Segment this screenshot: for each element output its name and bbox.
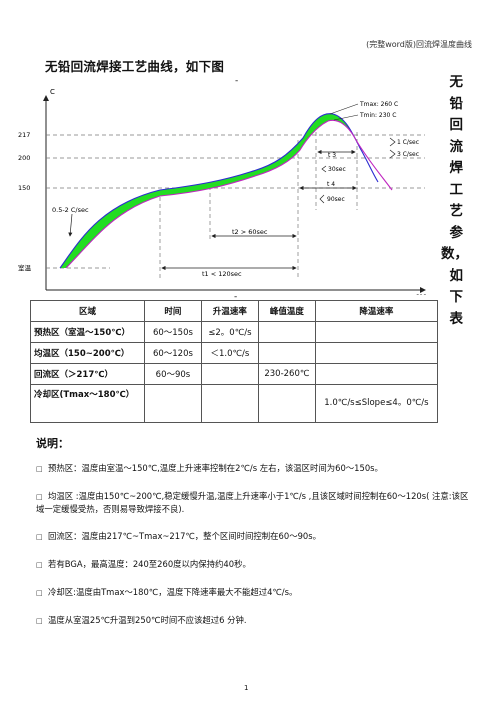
cool-rate-cell	[314, 342, 439, 364]
side-text-line: 铅回	[449, 95, 464, 134]
time-cell	[143, 384, 202, 423]
side-text-line: 表	[449, 310, 464, 327]
peak-temp-cell	[257, 384, 316, 423]
note-item: □ 回流区：温度由217℃~Tmax~217℃，整个区间时间控制在60～90s。	[36, 530, 476, 543]
time-cell: 60～150s	[143, 321, 202, 343]
side-text-line: 参	[449, 224, 464, 241]
t3-bracket	[321, 165, 327, 173]
y-unit-label: C	[50, 88, 55, 96]
note-item: □ 均温区 :温度由150℃~200℃,稳定缓慢升温,温度上升速率小于1℃/s ,…	[36, 490, 476, 515]
tmax-label-box	[358, 100, 406, 120]
header-ramp-rate: 升温速率	[200, 300, 259, 322]
cool-rate-1-bracket	[389, 137, 396, 147]
t4-bracket	[319, 194, 325, 204]
bullet-icon: □	[36, 589, 43, 597]
note-item: □ 若有BGA，最高温度：240至260度以内保持约40秒。	[36, 558, 476, 571]
x-unit-label: sec	[416, 293, 426, 295]
page-title: 无铅回流焊接工艺曲线，如下图	[45, 59, 225, 74]
bullet-icon: □	[36, 465, 43, 473]
tmax-label: Tmax: 260 C	[359, 101, 398, 108]
table-row: 预热区（室温～150℃） 60～150s ≤2。0℃/s	[30, 321, 439, 343]
bullet-icon: □	[36, 493, 43, 501]
t4-label: t 4	[327, 181, 335, 188]
table-row: 冷却区(Tmax～180℃） 1.0℃/s≤Slope≤4。0℃/s	[30, 384, 439, 423]
ramp-rate-cell: ＜1.0℃/s	[200, 342, 259, 364]
y-tick-217: 217	[18, 131, 30, 139]
note-item: □ 温度从室温25℃升温到250℃时间不应该超过6 分钟.	[36, 614, 476, 627]
bullet-icon: □	[36, 533, 43, 541]
separator-mark: -	[235, 76, 239, 86]
ramp-rate-pointer	[68, 213, 73, 237]
table-header-row: 区域 时间 升温速率 峰值温度 降温速率	[30, 300, 439, 322]
ramp-rate-cell	[200, 384, 259, 423]
y-tick-200: 200	[18, 154, 30, 162]
reflow-profile-chart: C sec 217 200 150 室温 0.5-2 C/sec Tmax: 2…	[18, 88, 426, 295]
cool-rate-cell	[314, 321, 439, 343]
time-cell: 60～90s	[143, 363, 202, 385]
bullet-icon: □	[36, 617, 43, 625]
t1-label: t1 < 120sec	[202, 270, 242, 278]
tmin-pointer	[333, 114, 359, 121]
peak-temp-cell	[257, 342, 316, 364]
cool-rate-cell	[314, 363, 439, 385]
note-text: 预热区：温度由室温～150℃,温度上升速率控制在2℃/s 左右，该温区时间为60…	[48, 463, 383, 473]
separator-mark: -	[234, 292, 238, 302]
cool-rate-3-label: 3 C/sec	[397, 151, 419, 158]
y-tick-150: 150	[18, 184, 30, 192]
notes-section: 说明： □ 预热区：温度由室温～150℃,温度上升速率控制在2℃/s 左右，该温区…	[36, 438, 476, 642]
time-cell: 60～120s	[143, 342, 202, 364]
cool-rate-1-label: 1 C/sec	[397, 139, 419, 146]
document-header: (完整word版)回流焊温度曲线	[366, 40, 472, 49]
note-text: 回流区：温度由217℃~Tmax~217℃，整个区间时间控制在60～90s。	[48, 531, 321, 541]
profile-curve-lower	[65, 119, 393, 269]
side-text-line: 流焊	[449, 138, 464, 177]
zone-cell: 预热区（室温～150℃）	[30, 321, 145, 343]
zone-cell: 冷却区(Tmax～180℃）	[30, 384, 145, 423]
tmax-pointer	[329, 103, 359, 115]
y-tick-room: 室温	[18, 263, 32, 272]
zone-cell: 均温区（150~200℃）	[30, 342, 145, 364]
side-text-line: 如下	[449, 267, 464, 306]
header-peak-temp: 峰值温度	[257, 300, 316, 322]
side-text-line: 数，	[441, 246, 468, 262]
t2-label: t2 > 60sec	[232, 228, 268, 236]
header-time: 时间	[143, 300, 202, 322]
note-text: 若有BGA，最高温度：240至260度以内保持约40秒。	[48, 559, 251, 569]
cool-rate-3-bracket	[389, 149, 396, 159]
tmin-label: Tmin: 230 C	[359, 112, 396, 119]
side-text-line: 工艺	[449, 181, 464, 220]
ramp-rate-cell	[200, 363, 259, 385]
note-text: 冷却区:温度由Tmax～180℃，温度下降速率最大不能超过4℃/s。	[48, 587, 298, 597]
table-row: 均温区（150~200℃） 60～120s ＜1.0℃/s	[30, 342, 439, 364]
process-parameter-table: 区域 时间 升温速率 峰值温度 降温速率 预热区（室温～150℃） 60～150…	[30, 300, 439, 423]
note-item: □ 预热区：温度由室温～150℃,温度上升速率控制在2℃/s 左右，该温区时间为6…	[36, 462, 476, 475]
bullet-icon: □	[36, 561, 43, 569]
t3-label: t 3	[328, 152, 336, 159]
peak-temp-cell	[257, 321, 316, 343]
zone-cell: 回流区（＞217℃）	[30, 363, 145, 385]
notes-heading: 说明：	[36, 437, 69, 450]
note-item: □ 冷却区:温度由Tmax～180℃，温度下降速率最大不能超过4℃/s。	[36, 586, 476, 599]
process-window-band	[60, 113, 356, 268]
side-text-column: 无 铅回 流焊 工艺 参 数， 如下 表	[441, 72, 468, 330]
note-text: 均温区 :温度由150℃~200℃,稳定缓慢升温,温度上升速率小于1℃/s ,且…	[36, 491, 469, 514]
page-number: 1	[244, 684, 249, 692]
note-text: 温度从室温25℃升温到250℃时间不应该超过6 分钟.	[48, 615, 247, 625]
header-cool-rate: 降温速率	[314, 300, 439, 322]
side-text-line: 无	[449, 74, 464, 90]
header-zone: 区域	[30, 300, 145, 322]
profile-curve-upper	[59, 113, 379, 269]
ramp-rate-cell: ≤2。0℃/s	[200, 321, 259, 343]
t3-value: 30sec	[328, 166, 346, 173]
ramp-rate-label: 0.5-2 C/sec	[52, 206, 89, 214]
t4-value: 90sec	[327, 196, 345, 203]
table-row: 回流区（＞217℃） 60～90s 230-260℃	[30, 363, 439, 385]
peak-temp-cell: 230-260℃	[257, 363, 316, 385]
cool-rate-cell: 1.0℃/s≤Slope≤4。0℃/s	[314, 384, 439, 423]
